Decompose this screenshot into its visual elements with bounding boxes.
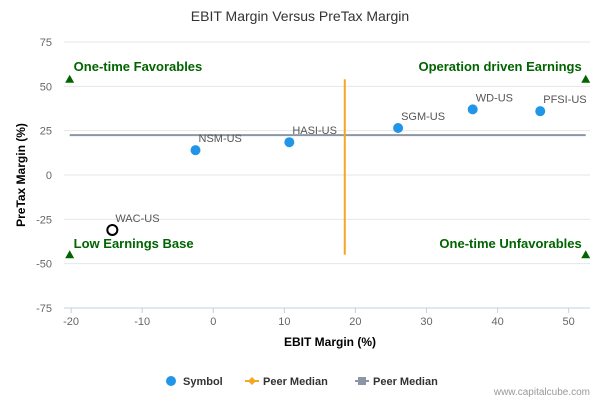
y-tick-label: 75 [40, 37, 52, 49]
quadrant-label: One-time Unfavorables [439, 236, 581, 251]
y-tick-label: -25 [36, 214, 52, 226]
data-point [393, 123, 404, 134]
quadrant-triangle-icon [581, 250, 591, 259]
data-point-label: WAC-US [115, 213, 159, 225]
data-point-label: SGM-US [401, 111, 445, 123]
data-points: NSM-US HASI-US SGM-US WD-US PFSI-US WAC-US [106, 92, 587, 236]
data-point [535, 106, 546, 117]
y-tick-label: 0 [46, 170, 52, 182]
quadrant-label: Operation driven Earnings [418, 59, 581, 74]
quadrant-labels: One-time Favorables Operation driven Earn… [65, 59, 591, 259]
chart-title: EBIT Margin Versus PreTax Margin [191, 8, 409, 24]
data-point [106, 223, 119, 236]
x-tick-label: -20 [63, 316, 79, 328]
data-point [467, 104, 478, 115]
data-point-label: WD-US [476, 92, 513, 104]
quadrant-triangle-icon [65, 74, 75, 83]
y-tick-label: -50 [36, 259, 52, 271]
x-tick-label: 30 [420, 316, 432, 328]
data-point-label: HASI-US [292, 125, 337, 137]
quadrant-triangle-icon [581, 74, 591, 83]
legend: Symbol Peer Median Peer Median [166, 376, 438, 388]
axes: 75 50 25 0 -25 -50 -75 -20 -10 0 10 20 30 40 50 [36, 37, 590, 328]
quadrant-label: One-time Favorables [74, 59, 203, 74]
data-point-label: PFSI-US [543, 94, 586, 106]
y-tick-label: 25 [40, 126, 52, 138]
quadrant-triangle-icon [65, 250, 75, 259]
legend-symbol-icon [166, 376, 176, 386]
y-axis-label: PreTax Margin (%) [14, 123, 28, 227]
data-point [190, 145, 201, 156]
x-tick-label: 40 [491, 316, 503, 328]
median-lines [69, 79, 586, 255]
legend-item-label: Peer Median [373, 376, 438, 388]
y-tick-label: -75 [36, 303, 52, 315]
data-point-label: NSM-US [199, 133, 242, 145]
x-tick-label: -10 [134, 316, 150, 328]
legend-square-icon [358, 377, 366, 385]
x-tick-label: 20 [349, 316, 361, 328]
watermark: www.capitalcube.com [493, 387, 590, 398]
data-point [284, 137, 295, 148]
x-tick-label: 50 [563, 316, 575, 328]
legend-item-label: Symbol [183, 376, 223, 388]
x-tick-label: 10 [278, 316, 290, 328]
x-axis-label: EBIT Margin (%) [284, 335, 376, 349]
y-tick-label: 50 [40, 81, 52, 93]
x-tick-label: 0 [210, 316, 216, 328]
quadrant-label: Low Earnings Base [74, 236, 194, 251]
grid-lines [64, 41, 590, 265]
legend-item-label: Peer Median [263, 376, 328, 388]
legend-diamond-icon [248, 377, 256, 385]
